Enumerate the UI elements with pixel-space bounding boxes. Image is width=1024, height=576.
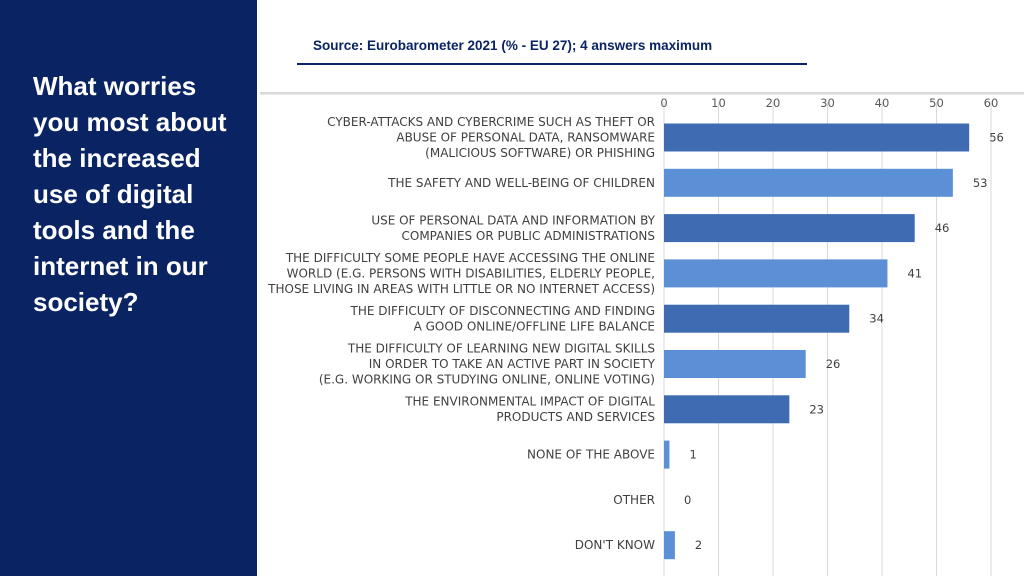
value-label: 2	[695, 538, 702, 552]
bar	[664, 350, 806, 378]
bar	[664, 123, 970, 152]
category-label: THE DIFFICULTY OF DISCONNECTING AND FIND…	[349, 304, 655, 334]
category-label: THE ENVIRONMENTAL IMPACT OF DIGITAL PRODU…	[404, 395, 655, 425]
value-label: 26	[826, 357, 841, 371]
category-label: NONE OF THE ABOVE	[527, 448, 655, 462]
tick-label: 0	[660, 96, 667, 110]
source-underline	[297, 63, 807, 65]
left-panel: What worries you most about the increase…	[0, 0, 257, 576]
value-label: 23	[809, 402, 824, 416]
source-caption: Source: Eurobarometer 2021 (% - EU 27); …	[313, 38, 713, 53]
value-label: 41	[907, 266, 922, 280]
value-label: 1	[689, 448, 696, 462]
chart-top-border	[260, 92, 1024, 95]
bar	[664, 395, 790, 424]
tick-label: 20	[766, 96, 781, 110]
bar	[664, 440, 670, 469]
bar	[664, 259, 888, 288]
category-label: USE OF PERSONAL DATA AND INFORMATION BY C…	[371, 213, 655, 243]
tick-label: 30	[820, 96, 835, 110]
tick-label: 50	[929, 96, 944, 110]
value-label: 53	[973, 176, 988, 190]
value-label: 34	[869, 312, 884, 326]
value-label: 0	[684, 493, 691, 507]
value-label: 56	[989, 131, 1004, 145]
bar	[664, 214, 915, 243]
tick-label: 10	[711, 96, 726, 110]
question-title: What worries you most about the increase…	[33, 71, 227, 317]
tick-label: 60	[984, 96, 999, 110]
category-label: DON'T KNOW	[575, 538, 655, 552]
category-label: THE DIFFICULTY OF LEARNING NEW DIGITAL S…	[319, 342, 656, 387]
bar	[664, 304, 850, 333]
value-label: 46	[935, 221, 950, 235]
bar	[664, 168, 953, 197]
category-label: THE DIFFICULTY SOME PEOPLE HAVE ACCESSIN…	[267, 251, 655, 296]
tick-label: 40	[875, 96, 890, 110]
category-label: OTHER	[613, 493, 655, 507]
bar	[664, 531, 675, 560]
category-label: CYBER-ATTACKS AND CYBERCRIME SUCH AS THE…	[327, 115, 655, 160]
category-label: THE SAFETY AND WELL-BEING OF CHILDREN	[387, 176, 655, 190]
